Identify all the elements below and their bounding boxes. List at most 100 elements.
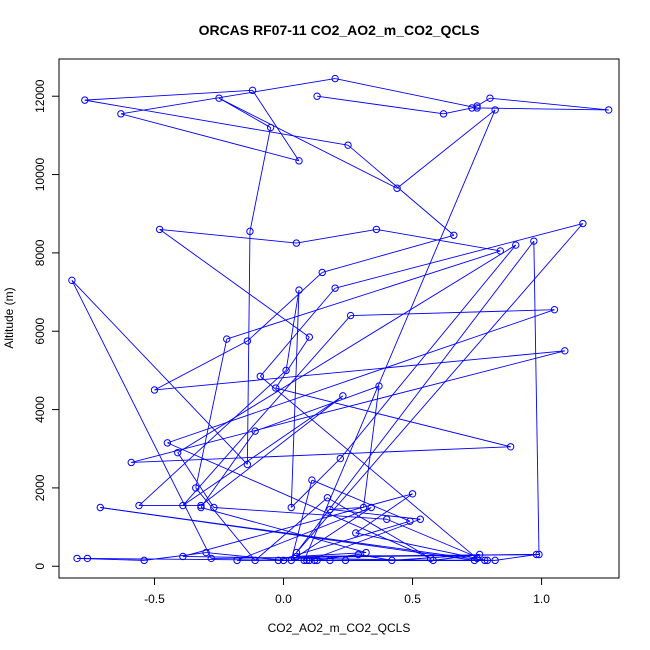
series-segment (246, 231, 251, 465)
data-point (496, 247, 504, 255)
series-segment (218, 97, 271, 128)
data-point (310, 556, 319, 565)
series-segment (138, 370, 287, 506)
data-point (305, 556, 314, 565)
data-point (491, 106, 499, 114)
data-point (274, 556, 283, 565)
series-segment (71, 280, 212, 559)
series-segment (347, 144, 455, 236)
series-segment (195, 487, 256, 561)
data-point (475, 550, 484, 559)
series-segment (247, 272, 323, 342)
data-point (408, 490, 417, 498)
series-segment (329, 507, 364, 510)
data-point (202, 548, 210, 557)
series-segment (290, 290, 300, 508)
series-segment (443, 107, 472, 115)
series-segment (396, 109, 496, 189)
data-point (248, 86, 257, 95)
data-point (367, 503, 375, 512)
series-segment (159, 229, 310, 338)
data-point (81, 96, 89, 104)
series-segment (77, 557, 145, 561)
series-segment (275, 336, 310, 389)
data-point (243, 337, 252, 345)
series-segment (322, 234, 454, 273)
x-axis-label: CO2_AO2_m_CO2_QCLS (268, 621, 411, 635)
data-point (279, 556, 288, 565)
data-point (416, 515, 424, 523)
data-point (210, 503, 218, 512)
series-segment (236, 507, 372, 561)
x-tick-label: 0.0 (275, 592, 292, 606)
y-tick-label: 8000 (33, 239, 47, 266)
series-segment (317, 95, 444, 115)
series-segment (290, 479, 313, 561)
data-point (326, 556, 334, 565)
data-point (388, 556, 396, 565)
data-point (266, 123, 275, 132)
data-point (292, 239, 301, 247)
series-segment (131, 350, 565, 463)
series-segment (533, 241, 540, 555)
series-segment (182, 395, 344, 506)
series-segment (195, 338, 228, 489)
series-segment (296, 240, 535, 553)
data-point (135, 501, 143, 510)
data-point (287, 503, 295, 512)
data-point (393, 184, 401, 192)
series-segment (296, 552, 367, 557)
series-segment (182, 493, 413, 557)
data-point (331, 284, 339, 292)
data-point (372, 225, 381, 234)
data-point (344, 141, 352, 149)
data-point (491, 556, 499, 565)
plot-frame (58, 58, 620, 579)
series-segment (200, 507, 367, 553)
series-segment (296, 228, 377, 244)
data-point (308, 476, 316, 484)
data-point (83, 554, 92, 563)
data-point (336, 454, 344, 463)
series-segment (206, 552, 284, 561)
data-point (450, 231, 458, 239)
series-segment (296, 223, 584, 553)
data-point (68, 276, 76, 285)
y-axis-label: Altitude (m) (2, 287, 16, 348)
y-tick-label: 0 (33, 563, 47, 570)
data-point (473, 102, 481, 110)
data-point (117, 110, 125, 118)
data-point (506, 443, 515, 451)
data-point (561, 347, 569, 355)
series-segment (363, 386, 380, 508)
series-segment (259, 287, 336, 377)
data-point (429, 556, 437, 565)
data-point (233, 556, 241, 565)
data-point (532, 550, 541, 559)
data-point (246, 227, 254, 236)
data-point (243, 460, 252, 469)
data-point (354, 550, 363, 559)
series-segment (144, 552, 207, 561)
series-segment (291, 507, 372, 561)
series-segment (120, 78, 336, 115)
series-segment (335, 223, 583, 289)
data-point (179, 552, 187, 561)
series-segment (285, 290, 300, 371)
series-segment (177, 244, 517, 454)
data-point (439, 110, 448, 118)
data-point (303, 556, 311, 565)
data-point (207, 554, 215, 563)
data-point (331, 74, 339, 83)
data-point (468, 104, 476, 112)
data-point (179, 501, 187, 510)
data-point (326, 505, 334, 514)
data-point (483, 556, 492, 565)
series-segment (182, 556, 434, 561)
series-segment (131, 446, 511, 463)
data-point (346, 311, 355, 320)
data-point (604, 106, 613, 114)
data-point (197, 501, 205, 510)
y-axis: 0 2000 4000 6000 8000 10000 12000 (33, 79, 59, 570)
data-point (215, 94, 223, 102)
